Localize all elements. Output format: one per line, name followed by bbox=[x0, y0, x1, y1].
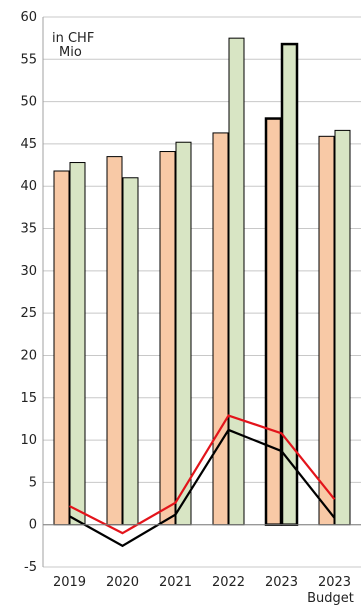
axes bbox=[42, 17, 361, 567]
x-tick-label: 2019 bbox=[53, 575, 86, 590]
y-tick-label: 35 bbox=[20, 222, 37, 237]
y-tick-label: 0 bbox=[29, 518, 37, 533]
lines bbox=[68, 414, 336, 548]
x-tick-label: 2023 bbox=[265, 575, 298, 590]
x-tick-label: 2020 bbox=[106, 575, 139, 590]
x-tick-label: 2021 bbox=[159, 575, 192, 590]
y-tick-label: 55 bbox=[20, 52, 37, 67]
unit-label-line2: Mio bbox=[59, 45, 82, 60]
bar bbox=[228, 37, 245, 526]
bar bbox=[318, 135, 335, 526]
gridlines bbox=[43, 16, 361, 568]
y-tick-labels: -5 0 5 10 15 20 25 30 35 40 45 50 55 60 bbox=[20, 10, 37, 575]
x-tick-label: 2022 bbox=[212, 575, 245, 590]
bar bbox=[334, 129, 351, 526]
y-tick-label: 50 bbox=[20, 95, 37, 110]
y-tick-label: 30 bbox=[20, 264, 37, 279]
bar bbox=[53, 170, 70, 526]
y-tick-label: 60 bbox=[20, 10, 37, 25]
bar bbox=[69, 162, 86, 526]
y-tick-label: 15 bbox=[20, 391, 37, 406]
bar bbox=[280, 42, 299, 526]
bar bbox=[159, 151, 176, 526]
y-tick-label: 20 bbox=[20, 348, 37, 363]
x-tick-label: 2023 bbox=[318, 575, 351, 590]
series-line bbox=[68, 428, 336, 548]
bar bbox=[175, 141, 192, 526]
series-line bbox=[68, 414, 336, 535]
y-tick-label: 25 bbox=[20, 306, 37, 321]
bar bbox=[122, 177, 139, 526]
unit-label-line1: in CHF bbox=[52, 31, 94, 46]
y-tick-label: 5 bbox=[29, 475, 37, 490]
bar bbox=[106, 156, 123, 526]
y-tick-label: -5 bbox=[24, 560, 37, 575]
bars bbox=[53, 37, 351, 526]
x-tick-sublabel: Budget bbox=[307, 591, 354, 606]
y-tick-label: 10 bbox=[20, 433, 37, 448]
bar bbox=[212, 132, 229, 526]
y-tick-label: 45 bbox=[20, 137, 37, 152]
bar bbox=[264, 117, 283, 526]
y-tick-label: 40 bbox=[20, 179, 37, 194]
